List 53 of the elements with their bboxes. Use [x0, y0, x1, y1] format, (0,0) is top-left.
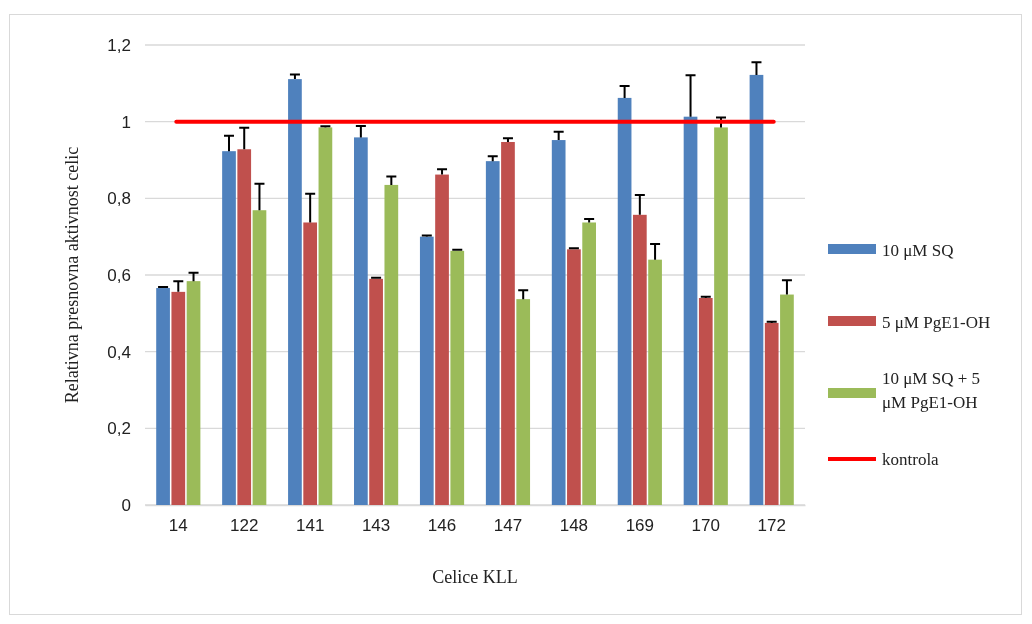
bar	[303, 222, 318, 505]
bar	[288, 79, 302, 505]
x-tick-label: 147	[493, 516, 523, 536]
y-tick-label: 1	[121, 112, 131, 132]
bar	[485, 161, 500, 505]
x-tick-label: 146	[427, 516, 457, 536]
y-tick-label: 1,2	[107, 35, 131, 55]
y-tick-label: 0,2	[107, 419, 131, 439]
x-tick-label: 141	[295, 516, 325, 536]
y-axis-title: Relativna presnovna aktivnost celic	[62, 146, 82, 404]
bar	[582, 222, 596, 505]
bar	[648, 259, 662, 505]
legend-label: 10 μM SQ + 5 μM PgE1-OH	[882, 369, 981, 412]
bar	[551, 140, 566, 505]
x-tick-label: 14	[168, 516, 188, 536]
bar	[714, 127, 728, 505]
bar	[617, 97, 632, 505]
x-tick-label: 172	[757, 516, 786, 536]
bar	[567, 249, 581, 505]
bar	[764, 322, 779, 505]
legend-label: kontrola	[882, 450, 940, 469]
x-axis-title: Celice KLL	[432, 567, 518, 587]
y-tick-label: 0,6	[107, 265, 131, 285]
bar	[632, 214, 647, 505]
bar	[698, 298, 713, 505]
bar	[252, 210, 267, 505]
bar	[186, 281, 201, 505]
x-tick-label: 122	[230, 516, 259, 536]
bar	[156, 288, 170, 505]
legend-label: 5 μM PgE1-OH	[882, 313, 991, 332]
x-tick-label: 148	[559, 516, 589, 536]
bar	[780, 294, 794, 505]
bar	[749, 74, 764, 505]
bar	[501, 141, 515, 505]
y-tick-label: 0,8	[107, 189, 131, 209]
x-tick-label: 143	[361, 516, 391, 536]
y-tick-label: 0	[121, 495, 131, 515]
bar	[384, 184, 399, 505]
legend-label: 10 μM SQ	[882, 241, 954, 260]
bar	[450, 250, 465, 505]
bar	[683, 116, 698, 505]
y-tick-label: 0,4	[107, 342, 131, 362]
bar	[354, 137, 368, 505]
bar	[419, 236, 434, 505]
bar	[222, 151, 236, 505]
bar	[318, 127, 333, 505]
bar	[369, 278, 383, 505]
bar	[237, 149, 252, 505]
x-tick-label: 169	[625, 516, 655, 536]
bar	[516, 299, 531, 505]
bar	[435, 174, 449, 505]
bar	[171, 291, 186, 505]
x-tick-label: 170	[691, 516, 720, 536]
